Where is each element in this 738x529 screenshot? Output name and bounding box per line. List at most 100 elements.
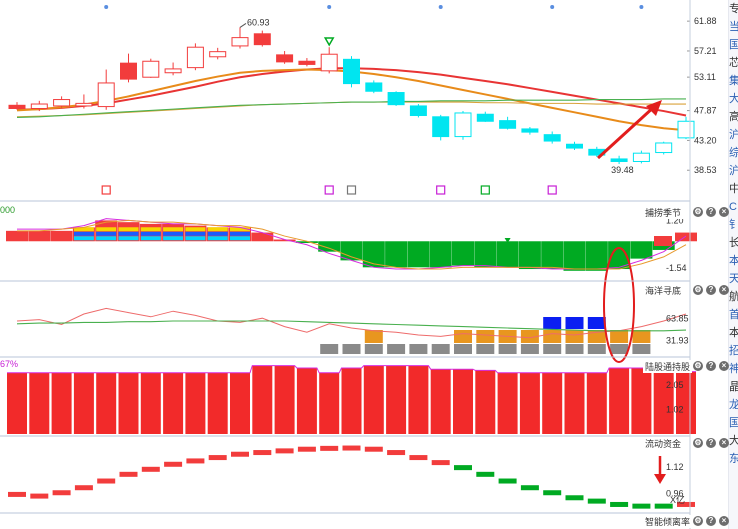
right-sidebar[interactable]: 专当国芯集大高沪综沪中C钅长本天航首本招神晶龙国大东 <box>728 0 738 529</box>
holding-bar <box>207 372 228 434</box>
sidebar-entry[interactable]: 当 <box>729 18 738 36</box>
candle-body <box>142 60 160 78</box>
holding-bar <box>475 370 496 434</box>
signal-stripe <box>185 231 206 236</box>
close-icon[interactable]: × <box>719 438 729 448</box>
holding-bar <box>96 372 117 434</box>
indicator-name-label[interactable]: 智能倾离率 <box>643 515 693 528</box>
sidebar-entry[interactable]: 东 <box>729 450 738 468</box>
hist-bar <box>385 241 408 268</box>
sidebar-entry[interactable]: 国 <box>729 414 738 432</box>
sidebar-entry[interactable]: 本 <box>729 252 738 270</box>
sidebar-entry[interactable]: 高 <box>729 108 738 126</box>
fund-bar <box>30 493 49 499</box>
gear-icon[interactable]: ⚙ <box>693 438 703 448</box>
indicator-name-label[interactable]: 捕捞季节 <box>643 206 684 219</box>
holding-bar <box>631 368 652 434</box>
p2-tick-label: 31.93 <box>666 336 689 346</box>
gear-icon[interactable]: ⚙ <box>693 516 703 526</box>
sidebar-entry[interactable]: 天 <box>729 270 738 288</box>
help-icon[interactable]: ? <box>706 207 716 217</box>
sidebar-entry[interactable]: 沪 <box>729 162 738 180</box>
sidebar-entry[interactable]: 长 <box>729 234 738 252</box>
sidebar-entry[interactable]: 专 <box>729 0 738 18</box>
sidebar-entry[interactable]: 沪 <box>729 126 738 144</box>
sidebar-entry[interactable]: 本 <box>729 324 738 342</box>
fund-bar <box>543 490 562 496</box>
orange-bar <box>364 330 383 343</box>
sidebar-entry[interactable]: 神 <box>729 360 738 378</box>
fund-bar <box>498 478 517 484</box>
holding-bar <box>29 372 50 434</box>
gray-bar <box>320 344 339 354</box>
orange-bar <box>520 330 539 343</box>
fund-bar <box>253 450 272 456</box>
signal-stripe <box>207 236 228 241</box>
hist-bar <box>273 239 296 242</box>
hist-bar <box>362 241 385 268</box>
sidebar-entry[interactable]: 招 <box>729 342 738 360</box>
p4-tick-label: 0.96 <box>666 489 684 499</box>
close-icon[interactable]: × <box>719 516 729 526</box>
sidebar-entry[interactable]: 芯 <box>729 54 738 72</box>
candle-body <box>120 62 137 80</box>
gear-icon[interactable]: ⚙ <box>693 361 703 371</box>
candle-body <box>320 53 338 72</box>
hist-bar <box>340 241 363 261</box>
signal-stripe <box>163 227 184 232</box>
gear-icon[interactable]: ⚙ <box>693 285 703 295</box>
sidebar-entry[interactable]: 集 <box>729 72 738 90</box>
fund-bar <box>231 451 249 457</box>
gear-icon[interactable]: ⚙ <box>693 207 703 217</box>
gray-bar <box>364 344 383 354</box>
hist-bar <box>541 241 564 270</box>
close-icon[interactable]: × <box>719 285 729 295</box>
sidebar-entry[interactable]: 晶 <box>729 378 738 396</box>
close-icon[interactable]: × <box>719 207 729 217</box>
help-icon[interactable]: ? <box>706 361 716 371</box>
sidebar-entry[interactable]: 中 <box>729 180 738 198</box>
indicator-name-label[interactable]: 流动资金 <box>643 437 684 450</box>
price-tick-label: 57.21 <box>694 46 717 56</box>
sidebar-entry[interactable]: 大 <box>729 90 738 108</box>
p1-tick-label: 1.20 <box>666 215 684 225</box>
hist-bar <box>452 241 474 266</box>
help-icon[interactable]: ? <box>706 438 716 448</box>
fund-bar <box>476 471 495 477</box>
candle-body <box>632 152 650 162</box>
sidebar-entry[interactable]: 综 <box>729 144 738 162</box>
holding-bar <box>453 369 473 434</box>
signal-stripe <box>163 231 184 236</box>
high-label: 60.93 <box>247 17 270 27</box>
orange-bar <box>454 330 472 343</box>
gray-bar <box>476 344 495 354</box>
help-icon[interactable]: ? <box>706 285 716 295</box>
fund-bar <box>454 465 472 471</box>
indicator-panel-2: 63.85 31.93 <box>16 247 689 363</box>
help-icon[interactable]: ? <box>706 516 716 526</box>
sidebar-entry[interactable]: 大 <box>729 432 738 450</box>
red-ellipse-annotation <box>603 247 635 363</box>
sidebar-entry[interactable]: 航 <box>729 288 738 306</box>
fund-bar <box>654 503 673 509</box>
fund-bar <box>342 445 361 451</box>
blue-bar <box>565 317 584 329</box>
sidebar-entry[interactable]: 龙 <box>729 396 738 414</box>
sidebar-entry[interactable]: C <box>729 201 737 213</box>
price-tick-label: 53.11 <box>694 72 716 82</box>
close-icon[interactable]: × <box>719 361 729 371</box>
price-tick-label: 43.20 <box>694 135 717 145</box>
panel-left-value: 67% <box>0 359 19 369</box>
indicator-name-label[interactable]: 陆股通持股 <box>643 360 693 373</box>
fund-bar <box>565 495 584 501</box>
fund-bar <box>119 471 138 477</box>
indicator-name-label[interactable]: 海洋寻底 <box>643 284 684 297</box>
signal-stripe <box>73 227 94 232</box>
holding-bar <box>51 372 72 434</box>
sidebar-entry[interactable]: 钅 <box>729 216 738 234</box>
sidebar-entry[interactable]: 国 <box>729 36 738 54</box>
signal-stripe <box>185 236 206 241</box>
sidebar-entry[interactable]: 首 <box>729 306 738 324</box>
gray-bar <box>431 344 450 354</box>
